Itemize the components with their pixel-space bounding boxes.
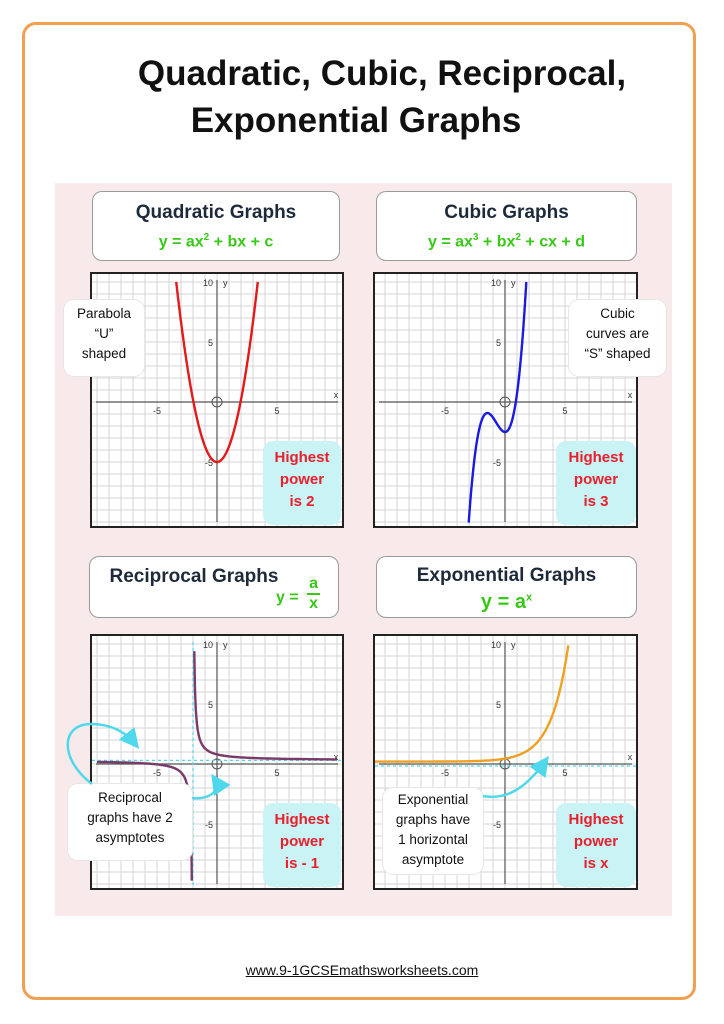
tick-label-y-neg5: -5 xyxy=(205,458,213,468)
page-title-line2: Exponential Graphs xyxy=(190,101,522,140)
reciprocal-formula: y = a x xyxy=(276,575,321,612)
tick-label-y-5: 5 xyxy=(208,700,213,710)
tick-label-y-10: 10 xyxy=(203,640,213,650)
cubic-power-box: Highest power is 3 xyxy=(556,441,636,525)
tick-label-x-5: 5 xyxy=(274,406,279,416)
quadratic-callout: Parabola “U” shaped xyxy=(64,300,144,376)
quadratic-curve xyxy=(175,281,259,464)
origin-marker xyxy=(499,396,511,408)
tick-label-y-10: 10 xyxy=(491,278,501,288)
exponential-formula: y = ax xyxy=(480,591,533,613)
y-axis-label: y xyxy=(511,640,516,650)
origin-marker xyxy=(211,758,223,770)
reciprocal-curve-right xyxy=(193,651,337,761)
x-axis-label: x xyxy=(628,752,633,762)
tick-label-y-5: 5 xyxy=(208,338,213,348)
cubic-header-card: Cubic Graphs y = ax3 + bx2 + cx + d xyxy=(376,191,637,261)
y-axis-label: y xyxy=(223,640,228,650)
quadratic-formula: y = ax2 + bx + c xyxy=(158,232,274,251)
exponential-callout: Exponential graphs have 1 horizontal asympt… xyxy=(383,788,483,874)
reciprocal-header-card: Reciprocal Graphs y = a x xyxy=(89,556,339,618)
exponential-header-card: Exponential Graphs y = ax xyxy=(376,556,637,618)
x-axis-label: x xyxy=(628,390,633,400)
exponential-power-box: Highest power is x xyxy=(556,803,636,887)
tick-label-y-neg5: -5 xyxy=(205,820,213,830)
tick-label-y-5: 5 xyxy=(496,700,501,710)
reciprocal-power-box: Highest power is - 1 xyxy=(263,803,341,887)
reciprocal-title: Reciprocal Graphs xyxy=(109,566,279,587)
cubic-title: Cubic Graphs xyxy=(444,202,569,223)
reciprocal-callout: Reciprocal graphs have 2 asymptotes xyxy=(68,784,192,860)
tick-label-x-5: 5 xyxy=(562,406,567,416)
y-axis-label: y xyxy=(223,278,228,288)
tick-label-x-neg5: -5 xyxy=(441,406,449,416)
y-axis-label: y xyxy=(511,278,516,288)
exponential-title: Exponential Graphs xyxy=(416,565,597,586)
quadratic-title: Quadratic Graphs xyxy=(135,202,297,223)
exponential-curve xyxy=(375,645,570,763)
cubic-formula: y = ax3 + bx2 + cx + d xyxy=(427,232,585,251)
tick-label-y-10: 10 xyxy=(491,640,501,650)
tick-label-x-neg5: -5 xyxy=(441,768,449,778)
tick-label-y-5: 5 xyxy=(496,338,501,348)
page-title-line1: Quadratic, Cubic, Reciprocal, xyxy=(137,54,627,93)
tick-label-y-10: 10 xyxy=(203,278,213,288)
x-axis-label: x xyxy=(334,390,339,400)
tick-label-y-neg5: -5 xyxy=(493,820,501,830)
quadratic-header-card: Quadratic Graphs y = ax2 + bx + c xyxy=(92,191,340,261)
tick-label-x-5: 5 xyxy=(274,768,279,778)
origin-marker xyxy=(211,396,223,408)
tick-label-x-5: 5 xyxy=(562,768,567,778)
quadratic-power-box: Highest power is 2 xyxy=(263,441,341,525)
cubic-curve xyxy=(467,281,528,523)
x-axis-label: x xyxy=(334,752,339,762)
footer-link[interactable]: www.9-1GCSEmathsworksheets.com xyxy=(245,962,479,978)
tick-label-x-neg5: -5 xyxy=(153,406,161,416)
cubic-callout: Cubic curves are “S” shaped xyxy=(569,300,666,376)
tick-label-y-neg5: -5 xyxy=(493,458,501,468)
tick-label-x-neg5: -5 xyxy=(153,768,161,778)
